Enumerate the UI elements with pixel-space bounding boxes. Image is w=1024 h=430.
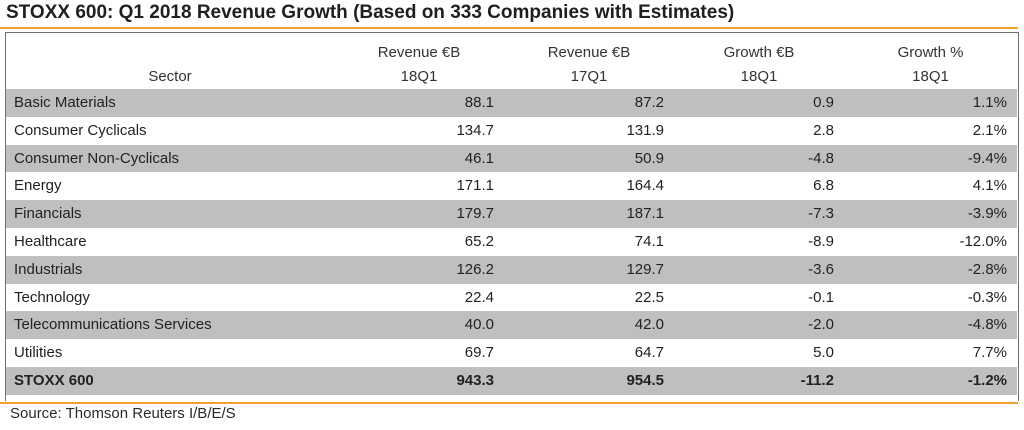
growth-pct-cell: -12.0% (959, 232, 1007, 250)
total-revenue-18q1-cell: 943.3 (334, 366, 504, 395)
revenue-17q1-cell: 164.4 (626, 177, 664, 195)
growth-eur-cell: -7.3 (674, 200, 844, 228)
growth-eur-cell: 2.8 (813, 121, 834, 139)
table-row: Utilities 69.7 64.7 5.0 7.7% (6, 339, 1017, 367)
total-revenue-17q1-cell: 954.5 (504, 366, 674, 395)
growth-eur-cell: -8.9 (808, 232, 834, 250)
revenue-17q1-cell: 42.0 (504, 311, 674, 340)
revenue-17q1-cell: 50.9 (504, 144, 674, 173)
growth-pct-cell: -0.3% (967, 288, 1007, 306)
revenue-18q1-cell: 134.7 (456, 121, 494, 139)
top-accent-rule (0, 27, 1018, 29)
header-label: Growth €B (723, 44, 795, 61)
growth-pct-cell: -4.8% (844, 311, 1017, 340)
bottom-accent-rule (0, 402, 1018, 404)
sector-cell: Utilities (14, 344, 63, 362)
revenue-18q1-cell: 171.1 (456, 177, 494, 195)
growth-eur-cell: -4.8 (674, 144, 844, 173)
growth-pct-cell: 1.1% (844, 89, 1017, 117)
growth-eur-cell: 5.0 (813, 344, 834, 362)
growth-pct-cell: -2.8% (844, 255, 1017, 284)
header-label: Revenue €B (547, 44, 631, 61)
revenue-18q1-cell: 22.4 (464, 288, 494, 306)
revenue-17q1-cell: 74.1 (634, 232, 664, 250)
growth-pct-cell: -3.9% (844, 200, 1017, 228)
sector-cell: Technology (14, 288, 90, 306)
sector-cell: Financials (6, 200, 334, 228)
revenue-18q1-cell: 88.1 (334, 89, 504, 117)
table-body: Basic Materials 88.1 87.2 0.9 1.1% Consu… (6, 89, 1017, 395)
table-row: Telecommunications Services 40.0 42.0 -2… (6, 311, 1017, 340)
table-row: Consumer Non-Cyclicals 46.1 50.9 -4.8 -9… (6, 144, 1017, 173)
table-row: Financials 179.7 187.1 -7.3 -3.9% (6, 200, 1017, 228)
total-sector-cell: STOXX 600 (6, 366, 334, 395)
revenue-18q1-cell: 65.2 (464, 232, 494, 250)
revenue-17q1-cell: 187.1 (504, 200, 674, 228)
sector-cell: Healthcare (14, 232, 87, 250)
source-note: Source: Thomson Reuters I/B/E/S (10, 405, 236, 422)
growth-pct-cell: 2.1% (972, 121, 1007, 139)
header-growth-eur: Growth €B 18Q1 (674, 33, 844, 89)
table-row: Basic Materials 88.1 87.2 0.9 1.1% (6, 89, 1017, 117)
total-row: STOXX 600 943.3 954.5 -11.2 -1.2% (6, 366, 1017, 395)
revenue-17q1-cell: 22.5 (634, 288, 664, 306)
revenue-growth-table: Sector Revenue €B 18Q1 Revenue €B 17Q1 G… (6, 33, 1017, 395)
growth-eur-cell: -3.6 (674, 255, 844, 284)
header-period: 18Q1 (400, 68, 438, 85)
table-row: Industrials 126.2 129.7 -3.6 -2.8% (6, 255, 1017, 284)
growth-pct-cell: 4.1% (972, 177, 1007, 195)
sector-cell: Industrials (6, 255, 334, 284)
header-growth-pct: Growth % 18Q1 (844, 33, 1017, 89)
header-sector: Sector (6, 33, 334, 89)
table-row: Energy 171.1 164.4 6.8 4.1% (6, 172, 1017, 200)
revenue-17q1-cell: 129.7 (504, 255, 674, 284)
growth-eur-cell: -2.0 (674, 311, 844, 340)
total-growth-pct-cell: -1.2% (844, 366, 1017, 395)
revenue-17q1-cell: 64.7 (634, 344, 664, 362)
sector-cell: Energy (14, 177, 62, 195)
header-label: Growth % (897, 44, 964, 61)
table-header: Sector Revenue €B 18Q1 Revenue €B 17Q1 G… (6, 33, 1017, 89)
table-row: Healthcare 65.2 74.1 -8.9 -12.0% (6, 228, 1017, 256)
header-period: 18Q1 (912, 68, 949, 85)
revenue-18q1-cell: 46.1 (334, 144, 504, 173)
header-period: 18Q1 (740, 68, 778, 85)
revenue-17q1-cell: 87.2 (504, 89, 674, 117)
revenue-18q1-cell: 40.0 (334, 311, 504, 340)
sector-cell: Consumer Cyclicals (14, 121, 147, 139)
growth-eur-cell: 0.9 (674, 89, 844, 117)
header-label: Revenue €B (377, 44, 461, 61)
header-period: 17Q1 (570, 68, 608, 85)
header-revenue-18q1: Revenue €B 18Q1 (334, 33, 504, 89)
table-title: STOXX 600: Q1 2018 Revenue Growth (Based… (6, 2, 735, 23)
sector-cell: Basic Materials (6, 89, 334, 117)
header-sector-label: Sector (148, 68, 192, 85)
revenue-18q1-cell: 179.7 (334, 200, 504, 228)
revenue-17q1-cell: 131.9 (626, 121, 664, 139)
total-growth-eur-cell: -11.2 (674, 366, 844, 395)
header-revenue-17q1: Revenue €B 17Q1 (504, 33, 674, 89)
revenue-18q1-cell: 126.2 (334, 255, 504, 284)
sector-cell: Consumer Non-Cyclicals (6, 144, 334, 173)
sector-cell: Telecommunications Services (6, 311, 334, 340)
growth-pct-cell: -9.4% (844, 144, 1017, 173)
table-row: Consumer Cyclicals 134.7 131.9 2.8 2.1% (6, 117, 1017, 145)
growth-pct-cell: 7.7% (972, 344, 1007, 362)
table-frame (5, 32, 1019, 401)
revenue-18q1-cell: 69.7 (464, 344, 494, 362)
growth-eur-cell: -0.1 (808, 288, 834, 306)
table-row: Technology 22.4 22.5 -0.1 -0.3% (6, 284, 1017, 312)
growth-eur-cell: 6.8 (813, 177, 834, 195)
